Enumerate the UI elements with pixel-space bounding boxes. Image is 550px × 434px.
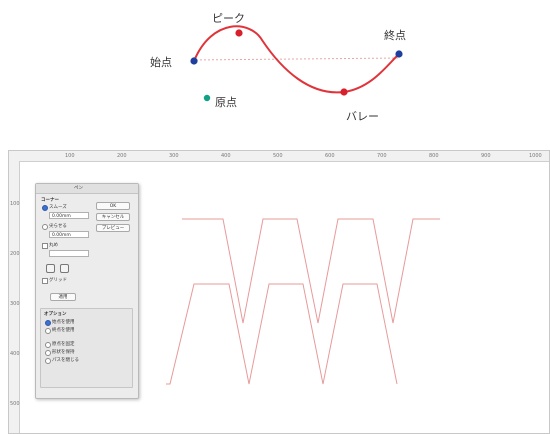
- option-c-label: 原点を固定: [52, 342, 75, 347]
- ruler-tick: 800: [429, 153, 439, 159]
- end-point: [395, 50, 403, 58]
- start-point: [190, 57, 198, 65]
- closed-path-icon[interactable]: [60, 264, 69, 273]
- round-label: 丸め: [49, 243, 58, 248]
- editor-window: 100 200 300 400 500 600 700 800 900 1000…: [8, 150, 550, 434]
- ruler-tick: 200: [10, 251, 20, 257]
- corner-smooth-field[interactable]: 0.00mm: [49, 212, 89, 219]
- valley-label: バレー: [346, 110, 379, 123]
- diagram-graphic: [190, 25, 403, 102]
- peak-label: ピーク: [212, 12, 245, 25]
- options-section-label: オプション: [44, 312, 67, 317]
- options-group: オプション 始点を使用 終点を使用 原点を固定 形状を保持 パスを閉じる: [40, 308, 133, 388]
- option-a-label: 始点を使用: [52, 320, 75, 325]
- ruler-tick: 200: [117, 153, 127, 159]
- ruler-tick: 100: [65, 153, 75, 159]
- cancel-button[interactable]: キャンセル: [96, 213, 130, 221]
- ruler-tick: 300: [169, 153, 179, 159]
- drawing-canvas[interactable]: [20, 162, 549, 433]
- round-field[interactable]: [49, 250, 89, 257]
- option-b-radio[interactable]: [45, 328, 51, 334]
- lower-wave-path[interactable]: [166, 283, 398, 385]
- corner-sharp-field[interactable]: 0.00mm: [49, 231, 89, 238]
- option-e-label: パスを閉じる: [52, 358, 79, 363]
- horizontal-ruler[interactable]: 100 200 300 400 500 600 700 800 900 1000: [9, 151, 549, 162]
- ruler-tick: 300: [10, 301, 20, 307]
- wave-artwork: [166, 218, 440, 385]
- option-c-radio[interactable]: [45, 342, 51, 348]
- sine-curve: [193, 25, 400, 94]
- ruler-tick: 400: [221, 153, 231, 159]
- ruler-tick: 100: [10, 201, 20, 207]
- ruler-tick: 500: [273, 153, 283, 159]
- ruler-tick: 1000: [529, 153, 542, 159]
- pen-options-dialog: ペン コーナー スムーズ 0.00mm 尖らせる 0.00mm 丸め グリッド …: [35, 183, 139, 399]
- corner-sharp-label: 尖らせる: [49, 224, 67, 229]
- corner-section-label: コーナー: [41, 198, 59, 203]
- grid-label: グリッド: [49, 278, 67, 283]
- origin-point: [203, 94, 211, 102]
- corner-sharp-radio[interactable]: [42, 224, 48, 230]
- open-path-icon[interactable]: [46, 264, 55, 273]
- start-label: 始点: [150, 56, 172, 69]
- preview-button[interactable]: プレビュー: [96, 224, 130, 232]
- option-e-radio[interactable]: [45, 358, 51, 364]
- end-label: 終点: [384, 29, 406, 42]
- corner-smooth-label: スムーズ: [49, 205, 67, 210]
- origin-label: 原点: [215, 96, 237, 109]
- ruler-tick: 400: [10, 351, 20, 357]
- ruler-tick: 700: [377, 153, 387, 159]
- valley-point: [340, 88, 348, 96]
- ruler-tick: 900: [481, 153, 491, 159]
- round-checkbox[interactable]: [42, 243, 48, 249]
- grid-checkbox[interactable]: [42, 278, 48, 284]
- vertical-ruler[interactable]: 100 200 300 400 500: [9, 161, 20, 433]
- option-a-radio[interactable]: [45, 320, 51, 326]
- corner-smooth-radio[interactable]: [42, 205, 48, 211]
- option-b-label: 終点を使用: [52, 328, 75, 333]
- ruler-tick: 500: [10, 401, 20, 407]
- sine-anatomy-diagram: 始点 ピーク 終点 バレー 原点: [0, 0, 550, 140]
- apply-button[interactable]: 適用: [50, 293, 76, 301]
- upper-wave-path[interactable]: [182, 218, 440, 324]
- dialog-titlebar[interactable]: ペン: [36, 184, 138, 194]
- baseline-dotted: [191, 57, 401, 61]
- option-d-radio[interactable]: [45, 350, 51, 356]
- ok-button[interactable]: OK: [96, 202, 130, 210]
- dialog-title: ペン: [74, 186, 83, 191]
- option-d-label: 形状を保持: [52, 350, 75, 355]
- peak-point: [235, 29, 243, 37]
- ruler-tick: 600: [325, 153, 335, 159]
